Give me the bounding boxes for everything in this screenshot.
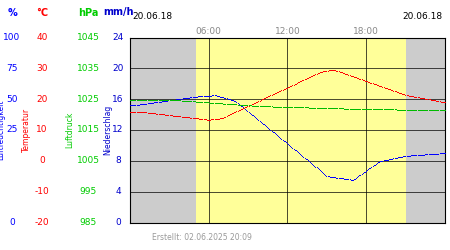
Text: 0: 0 [115,218,121,227]
Text: 985: 985 [79,218,97,227]
Text: mm/h: mm/h [103,8,133,18]
Text: 20: 20 [112,64,124,73]
Bar [405,38,445,222]
Text: -20: -20 [35,218,50,227]
Text: Temperatur: Temperatur [22,108,31,152]
Text: 0: 0 [39,156,45,165]
Text: 1015: 1015 [76,126,99,134]
Text: Erstellt: 02.06.2025 20:09: Erstellt: 02.06.2025 20:09 [153,233,252,242]
Text: Luftdruck: Luftdruck [66,112,75,148]
Bar [196,38,405,222]
Text: 75: 75 [6,64,18,73]
Text: 12: 12 [112,126,124,134]
Text: 40: 40 [36,33,48,42]
Text: 0: 0 [9,218,15,227]
Text: 50: 50 [6,95,18,104]
Text: Luftfeuchtigkeit: Luftfeuchtigkeit [0,100,5,160]
Text: %: % [7,8,17,18]
Text: 100: 100 [4,33,21,42]
Text: -10: -10 [35,187,50,196]
Text: 20: 20 [36,95,48,104]
Text: 10: 10 [36,126,48,134]
Text: °C: °C [36,8,48,18]
Text: 24: 24 [112,33,124,42]
Text: 1025: 1025 [76,95,99,104]
Text: 995: 995 [79,187,97,196]
Text: 8: 8 [115,156,121,165]
Bar [130,38,196,222]
Text: 20.06.18: 20.06.18 [132,12,172,21]
Text: 1005: 1005 [76,156,99,165]
Text: 30: 30 [36,64,48,73]
Text: hPa: hPa [78,8,98,18]
Text: 20.06.18: 20.06.18 [403,12,443,21]
Text: 1045: 1045 [76,33,99,42]
Text: 1035: 1035 [76,64,99,73]
Text: 16: 16 [112,95,124,104]
Text: 4: 4 [115,187,121,196]
Text: 25: 25 [6,126,18,134]
Text: Niederschlag: Niederschlag [104,105,112,155]
